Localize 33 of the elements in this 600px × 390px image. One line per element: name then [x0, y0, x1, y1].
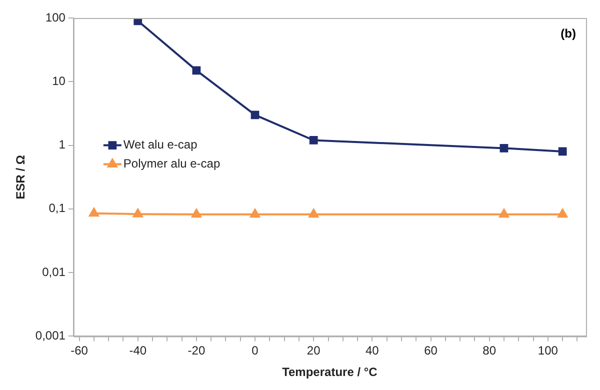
point — [192, 66, 201, 75]
point — [309, 136, 318, 144]
legend-label: Polymer alu e-cap — [123, 156, 220, 171]
point — [558, 208, 568, 218]
y-tick-label: 1 — [58, 138, 66, 152]
legend-label: Wet alu e-cap — [123, 138, 198, 152]
point — [500, 144, 508, 152]
point — [132, 208, 143, 218]
point — [250, 208, 260, 218]
x-tick-label: 20 — [306, 344, 321, 358]
point — [308, 208, 319, 218]
point — [89, 208, 99, 217]
x-tick-label: -60 — [70, 344, 88, 358]
y-axis-title: ESR / Ω — [14, 154, 28, 200]
x-axis-title: Temperature / °C — [282, 365, 378, 380]
y-tick-label: 0,001 — [35, 328, 66, 343]
point — [192, 208, 202, 218]
point — [558, 147, 567, 156]
x-tick-label: 60 — [424, 344, 438, 358]
x-tick-label: -20 — [188, 344, 206, 358]
x-tick-label: 80 — [482, 344, 496, 358]
x-tick-label: 0 — [252, 344, 259, 358]
point — [134, 18, 142, 26]
x-tick-label: 100 — [538, 344, 558, 358]
point — [250, 110, 260, 120]
point — [499, 208, 509, 218]
y-tick-label: 10 — [52, 74, 66, 88]
y-tick-label: 0,1 — [48, 201, 66, 216]
x-tick-label: 40 — [366, 344, 380, 358]
y-tick-label: 100 — [45, 10, 66, 24]
y-tick-label: 0,01 — [42, 264, 66, 279]
annotation: (b) — [560, 26, 576, 40]
x-tick-label: -40 — [129, 344, 147, 358]
